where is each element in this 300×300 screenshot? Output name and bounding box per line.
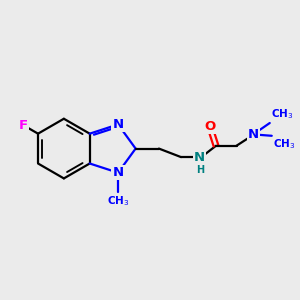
Text: CH$_3$: CH$_3$ <box>107 194 129 208</box>
Text: N: N <box>194 151 205 164</box>
Text: F: F <box>19 118 28 132</box>
Text: O: O <box>204 120 215 133</box>
Text: CH$_3$: CH$_3$ <box>273 137 295 151</box>
Text: H: H <box>196 165 204 175</box>
Text: N: N <box>112 166 124 179</box>
Text: CH$_3$: CH$_3$ <box>271 107 293 121</box>
Text: N: N <box>112 118 124 131</box>
Text: N: N <box>248 128 259 141</box>
